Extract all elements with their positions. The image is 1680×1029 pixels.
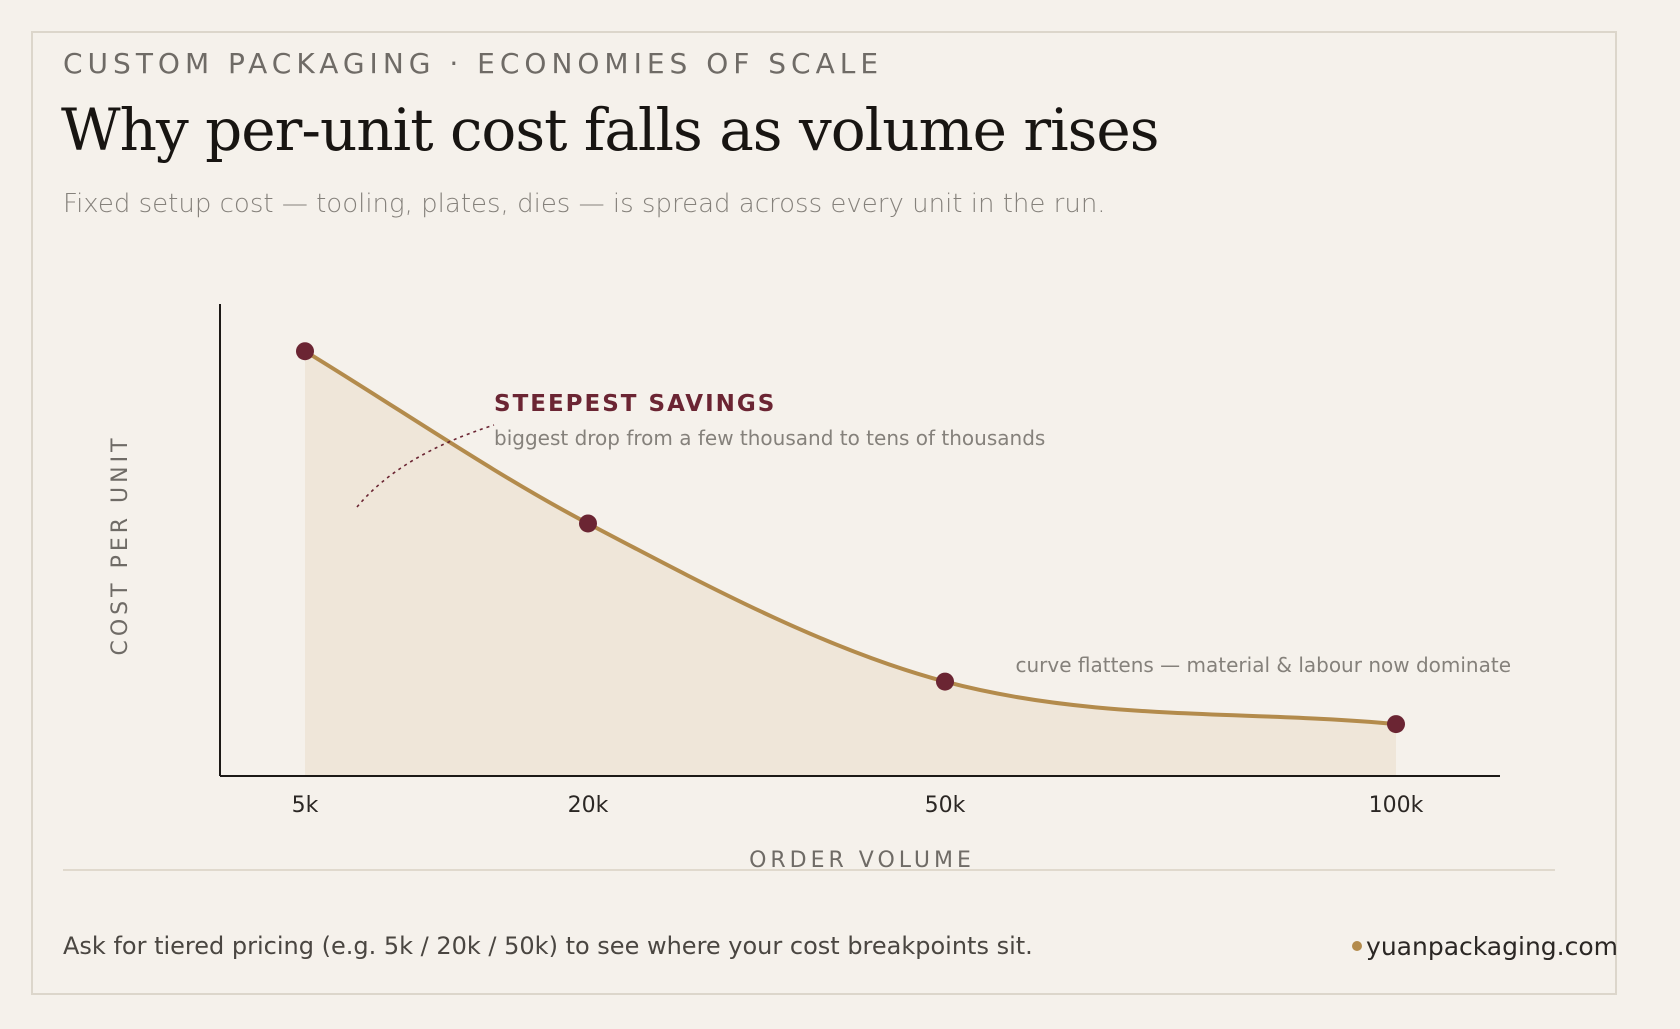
page-subtitle: Fixed setup cost — tooling, plates, dies…: [63, 189, 1106, 219]
brand-dot-icon: [1352, 941, 1363, 951]
eyebrow-label: CUSTOM PACKAGING · ECONOMIES OF SCALE: [63, 47, 884, 80]
chart-card: [31, 31, 1617, 995]
page-title: Why per-unit cost falls as volume rises: [61, 96, 1159, 164]
footer-note: Ask for tiered pricing (e.g. 5k / 20k / …: [63, 932, 1033, 960]
footer-divider: [63, 869, 1555, 871]
footer-brand: yuanpackaging.com: [1352, 932, 1618, 961]
brand-name: yuanpackaging.com: [1366, 932, 1618, 961]
